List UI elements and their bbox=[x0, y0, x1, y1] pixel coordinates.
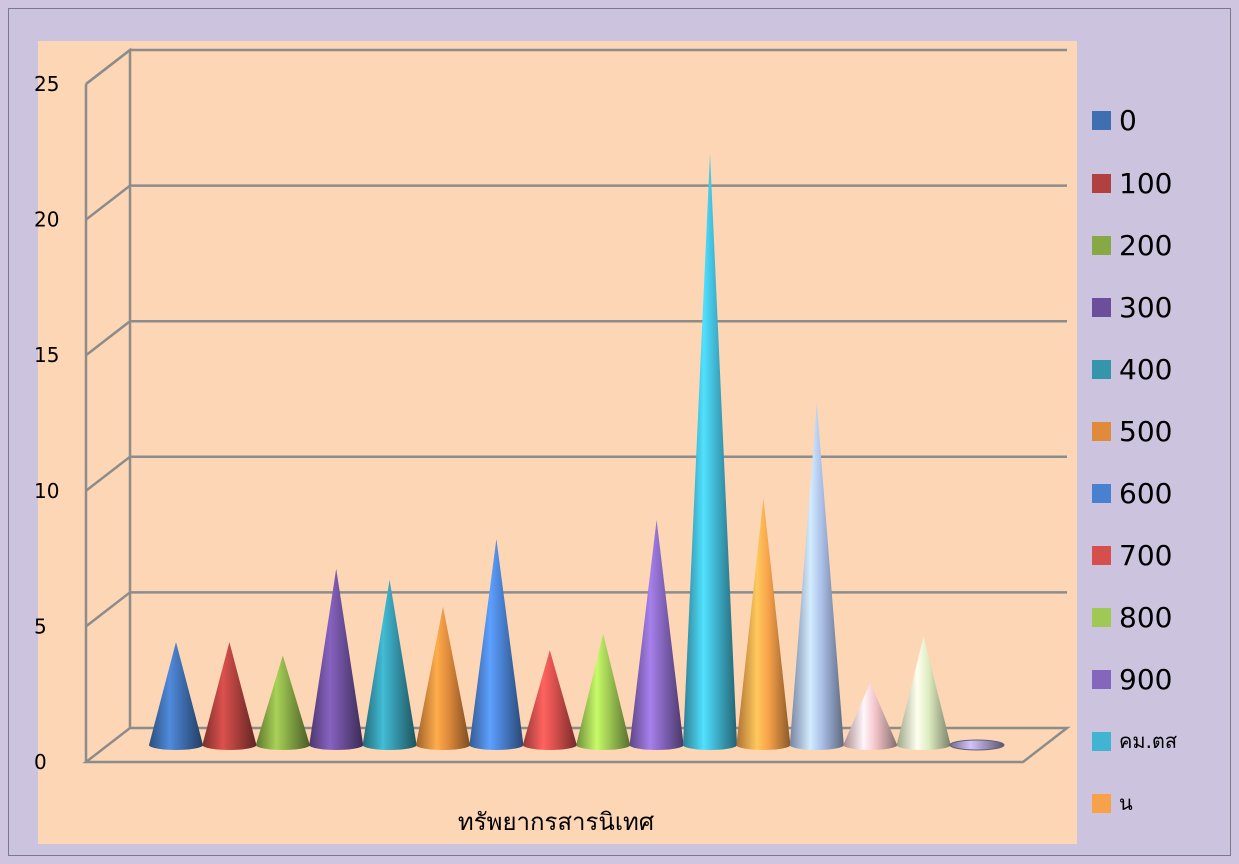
legend-label: 800 bbox=[1119, 600, 1173, 634]
back-wall-edge bbox=[85, 47, 132, 728]
legend-label: คม.ตส bbox=[1119, 729, 1178, 753]
y-tick-label: 0 bbox=[34, 750, 47, 774]
cone-mark bbox=[469, 538, 524, 750]
cone-mark bbox=[683, 153, 737, 750]
legend-item: 100 bbox=[1092, 163, 1172, 203]
legend-item: คม.ตส bbox=[1092, 721, 1177, 761]
cone-mark bbox=[789, 403, 844, 750]
gridline bbox=[85, 319, 1067, 357]
legend-swatch bbox=[1092, 731, 1111, 751]
legend-item: 200 bbox=[1092, 225, 1172, 265]
legend-swatch bbox=[1092, 607, 1111, 627]
legend-item: 400 bbox=[1092, 349, 1172, 389]
legend-item: 800 bbox=[1092, 597, 1172, 637]
legend-label: 500 bbox=[1119, 414, 1173, 448]
legend-swatch bbox=[1092, 235, 1111, 255]
y-tick-label: 10 bbox=[34, 479, 59, 503]
legend-label: 600 bbox=[1119, 476, 1173, 510]
cone-series bbox=[149, 153, 1005, 751]
cone-mark bbox=[522, 650, 577, 750]
floor-outline bbox=[82, 726, 1071, 764]
legend-swatch bbox=[1092, 110, 1111, 130]
legend-swatch bbox=[1092, 297, 1111, 317]
legend-label: น bbox=[1119, 791, 1133, 815]
cone-mark bbox=[362, 579, 417, 750]
cone-mark bbox=[736, 498, 791, 750]
cone-mark bbox=[843, 682, 898, 750]
legend-item: 600 bbox=[1092, 473, 1172, 513]
legend-swatch bbox=[1092, 359, 1111, 379]
legend-label: 900 bbox=[1119, 662, 1173, 696]
legend-label: 200 bbox=[1119, 228, 1173, 262]
y-tick-label: 20 bbox=[34, 208, 59, 232]
cone-mark bbox=[949, 739, 1005, 751]
gridline bbox=[85, 455, 1067, 492]
legend-label: 100 bbox=[1119, 166, 1173, 200]
x-axis-label: ทรัพยากรสารนิเทศ bbox=[458, 808, 654, 836]
legend-item: 300 bbox=[1092, 287, 1172, 327]
gridline bbox=[85, 48, 1067, 85]
y-tick-label: 25 bbox=[34, 72, 59, 96]
cone-mark bbox=[255, 655, 310, 750]
legend-label: 300 bbox=[1119, 290, 1173, 324]
legend-label: 700 bbox=[1119, 538, 1173, 572]
cone-mark bbox=[416, 606, 470, 750]
gridline bbox=[85, 184, 1067, 221]
legend-swatch bbox=[1092, 483, 1111, 503]
legend-swatch bbox=[1092, 545, 1111, 565]
cone-mark bbox=[309, 568, 364, 750]
legend-swatch bbox=[1092, 669, 1111, 689]
legend-item: 0 bbox=[1092, 100, 1137, 140]
y-axis-ticks: 0 5 10 15 20 25 bbox=[34, 72, 59, 774]
y-tick-label: 15 bbox=[34, 343, 59, 367]
y-tick-label: 5 bbox=[34, 614, 47, 638]
cone-mark bbox=[896, 636, 951, 750]
cone-mark bbox=[202, 641, 257, 750]
cone-mark bbox=[576, 633, 631, 750]
legend-swatch bbox=[1092, 793, 1111, 813]
cone-mark bbox=[629, 519, 684, 750]
legend-label: 0 bbox=[1119, 103, 1137, 137]
legend-label: 400 bbox=[1119, 352, 1173, 386]
legend-swatch bbox=[1092, 173, 1111, 193]
legend-swatch bbox=[1092, 421, 1111, 441]
legend-item: 700 bbox=[1092, 535, 1172, 575]
gridline bbox=[85, 591, 1067, 628]
gridlines bbox=[85, 48, 1067, 628]
cone-mark bbox=[149, 641, 203, 750]
legend-item: 900 bbox=[1092, 659, 1172, 699]
legend-item: น bbox=[1092, 783, 1133, 823]
legend-item: 500 bbox=[1092, 411, 1172, 451]
